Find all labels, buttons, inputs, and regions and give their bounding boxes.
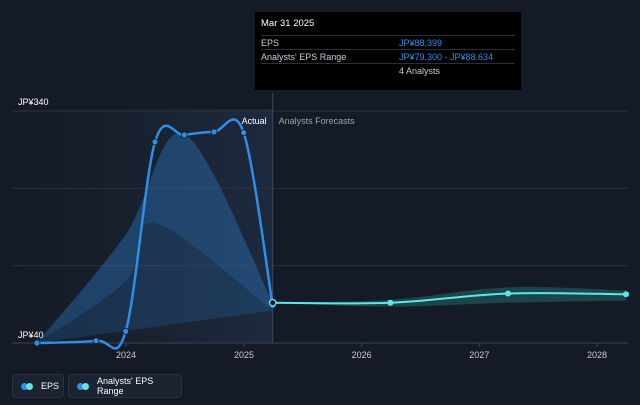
historical-range-inner xyxy=(37,222,273,343)
tooltip-analysts: 4 Analysts xyxy=(261,63,515,77)
forecast-point xyxy=(623,291,630,298)
eps-forecast-line xyxy=(272,292,627,305)
eps-point xyxy=(33,339,41,347)
tooltip-label: EPS xyxy=(261,37,280,48)
tooltip-value: JP¥79.300 - JP¥88.634 xyxy=(399,51,494,62)
forecast-label: Analysts Forecasts xyxy=(279,116,356,126)
tooltip-row-range: Analysts' EPS Range JP¥79.300 - JP¥88.63… xyxy=(261,49,515,63)
legend-swatch-icon xyxy=(21,382,33,390)
legend-swatch-icon xyxy=(77,382,89,390)
eps-point xyxy=(92,337,100,345)
legend-eps[interactable]: EPS xyxy=(12,374,64,398)
historical-range-band xyxy=(37,133,273,343)
eps-tooltip: Mar 31 2025 EPS JP¥88.399 Analysts' EPS … xyxy=(255,12,521,90)
x-tick-label: 2024 xyxy=(116,350,136,360)
eps-point xyxy=(180,131,188,139)
y-axis-max-label: JP¥340 xyxy=(18,97,49,107)
x-tick-label: 2025 xyxy=(234,350,254,360)
eps-point xyxy=(240,129,248,137)
eps-history-line xyxy=(36,118,274,350)
forecast-current-point xyxy=(268,298,277,307)
tooltip-row-eps: EPS JP¥88.399 xyxy=(261,35,515,49)
x-tick-label: 2026 xyxy=(352,350,372,360)
actual-label: Actual xyxy=(242,116,267,126)
forecast-range-band xyxy=(272,286,627,307)
eps-point xyxy=(151,138,159,146)
legend-label: Analysts' EPS Range xyxy=(97,376,154,396)
forecast-point xyxy=(387,299,394,306)
x-tick-label: 2027 xyxy=(469,350,489,360)
eps-point xyxy=(210,128,218,136)
tooltip-label: Analysts' EPS Range xyxy=(261,51,347,62)
forecast-point xyxy=(505,290,512,297)
legend-eps-range[interactable]: Analysts' EPS Range xyxy=(68,374,182,398)
y-axis-min-label: JP¥40 xyxy=(18,330,44,340)
x-tick-label: 2028 xyxy=(587,350,607,360)
tooltip-value: JP¥88.399 xyxy=(399,37,443,48)
legend-label: EPS xyxy=(41,381,60,391)
tooltip-date: Mar 31 2025 xyxy=(261,18,315,29)
eps-point xyxy=(122,327,130,335)
